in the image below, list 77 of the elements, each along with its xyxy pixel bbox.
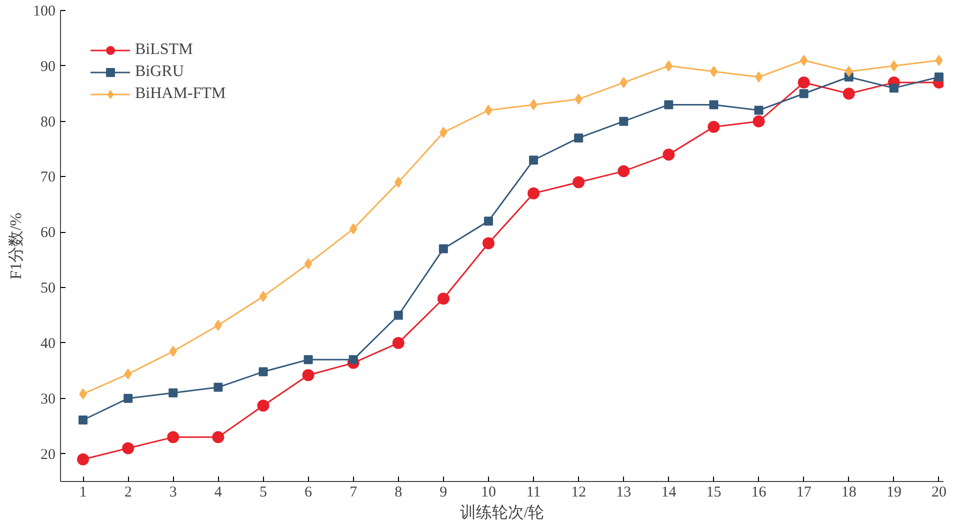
- point: [799, 89, 808, 98]
- point: [437, 292, 450, 305]
- x-tick-label: 14: [661, 484, 677, 500]
- point: [392, 336, 404, 349]
- point: [78, 415, 88, 424]
- x-tick-label: 20: [931, 484, 946, 500]
- point: [212, 431, 224, 444]
- y-tick-label: 60: [40, 225, 56, 242]
- x-axis-title: 训练轮次/轮: [460, 504, 544, 522]
- x-tick-label: 3: [169, 484, 177, 500]
- point: [619, 116, 628, 126]
- x-tick-label: 7: [350, 484, 358, 500]
- x-tick-label: 12: [571, 484, 586, 500]
- point: [214, 320, 222, 331]
- x-tick-label: 4: [214, 484, 222, 500]
- point: [124, 368, 132, 380]
- x-tick-label: 10: [480, 484, 496, 500]
- y-axis-title: F1分数/%: [8, 212, 25, 280]
- x-tick-label: 17: [796, 484, 812, 500]
- x-tick-label: 13: [616, 484, 632, 500]
- point: [348, 355, 358, 364]
- point: [122, 442, 134, 454]
- x-tick-label: 15: [706, 484, 722, 500]
- point: [618, 165, 630, 178]
- point: [257, 400, 270, 412]
- y-tick-label: 90: [40, 58, 56, 75]
- x-tick-label: 5: [259, 484, 267, 500]
- y-tick-label: 20: [40, 446, 56, 463]
- point: [842, 88, 855, 100]
- point: [662, 148, 675, 161]
- point: [528, 187, 540, 200]
- point: [934, 72, 944, 82]
- point: [664, 100, 674, 110]
- legend-label: BiLSTM: [135, 41, 193, 59]
- point: [572, 176, 585, 188]
- point: [708, 120, 720, 133]
- x-tick-label: 2: [124, 484, 132, 500]
- x-tick-label: 19: [886, 484, 902, 500]
- point: [304, 355, 313, 364]
- point: [304, 258, 312, 270]
- legend-label: BiGRU: [135, 63, 184, 81]
- point: [889, 84, 898, 93]
- point: [259, 290, 268, 302]
- point: [168, 388, 178, 398]
- y-tick-label: 40: [40, 336, 56, 352]
- point: [124, 394, 133, 403]
- point: [302, 369, 314, 382]
- point: [77, 453, 90, 466]
- point: [438, 244, 448, 254]
- point: [754, 71, 763, 82]
- point: [664, 60, 673, 72]
- y-tick-label: 50: [40, 280, 56, 297]
- point: [574, 133, 584, 142]
- legend-label: BiHAM-FTM: [135, 85, 226, 103]
- y-tick-label: 80: [40, 114, 56, 130]
- y-tick-label: 30: [40, 391, 56, 408]
- point: [484, 216, 493, 226]
- x-tick-label: 18: [841, 484, 856, 500]
- point: [752, 115, 765, 128]
- point: [258, 367, 268, 376]
- point: [167, 431, 180, 444]
- point: [214, 382, 223, 392]
- point: [754, 106, 764, 115]
- x-tick-label: 9: [440, 484, 448, 500]
- point: [709, 100, 718, 110]
- point: [529, 156, 538, 165]
- point: [710, 66, 718, 77]
- x-tick-label: 8: [394, 484, 402, 500]
- x-tick-label: 6: [304, 484, 313, 500]
- x-tick-label: 11: [526, 484, 541, 500]
- point: [798, 76, 810, 89]
- y-tick-label: 70: [40, 170, 56, 186]
- x-tick-label: 1: [79, 484, 87, 500]
- point: [482, 237, 494, 250]
- point: [394, 310, 403, 320]
- x-tick-label: 16: [751, 484, 767, 500]
- y-tick-label: 100: [33, 4, 56, 20]
